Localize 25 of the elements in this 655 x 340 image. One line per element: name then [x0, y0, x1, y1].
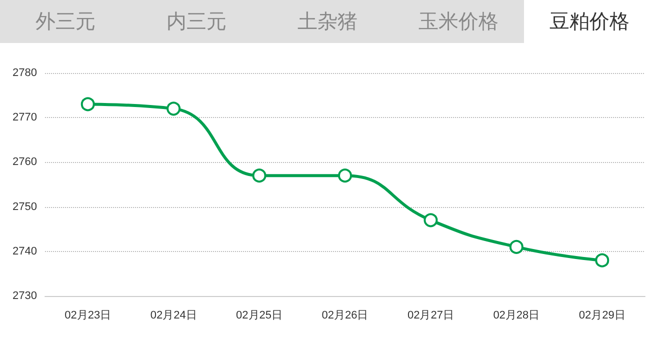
- text: 玉米价格: [418, 8, 500, 35]
- x-tick-label: 02月28日: [493, 310, 540, 322]
- y-tick-label: 2750: [12, 200, 37, 213]
- point: [166, 102, 181, 116]
- point: [595, 253, 610, 268]
- y-tick-label: 2760: [12, 156, 37, 168]
- x-tick-label: 02月29日: [578, 310, 626, 322]
- x-tick-label: 02月27日: [407, 310, 454, 322]
- point: [252, 168, 266, 183]
- chart-title: 豆粕价格: [524, 0, 655, 43]
- point: [424, 213, 438, 228]
- point: [338, 168, 352, 183]
- x-tick-label: 02月24日: [150, 310, 197, 322]
- y-tick-label: 2780: [12, 67, 37, 79]
- y-tick-label: 2730: [12, 290, 37, 302]
- text: 内三元: [166, 8, 228, 35]
- x-tick-label: 02月26日: [322, 310, 368, 322]
- text: 外三元: [34, 8, 96, 35]
- y-tick-label: 2770: [12, 112, 37, 124]
- y-tick-label: 2740: [12, 245, 37, 258]
- text: 土杂猪: [296, 8, 358, 35]
- x-tick-label: 02月25日: [236, 310, 283, 322]
- point: [80, 97, 95, 112]
- point: [509, 240, 524, 254]
- x-tick-label: 02月23日: [64, 310, 112, 322]
